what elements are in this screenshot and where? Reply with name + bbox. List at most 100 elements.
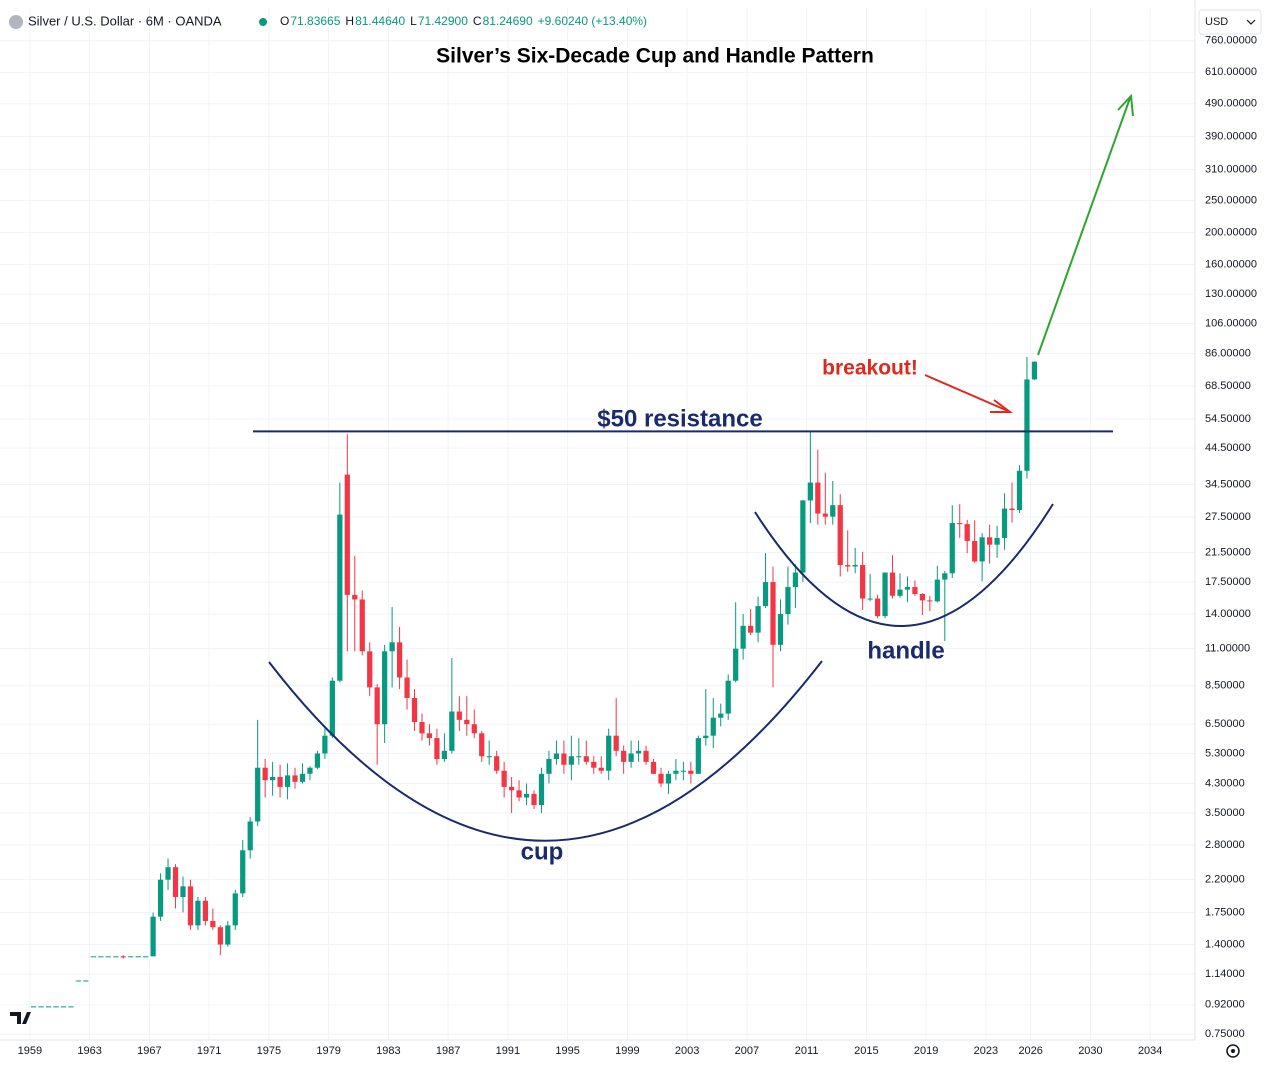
candle-body	[486, 756, 492, 758]
y-tick-label: 106.00000	[1205, 317, 1257, 329]
handle-curve	[754, 503, 1054, 627]
candle-body	[449, 711, 455, 751]
candle-body	[650, 761, 657, 774]
y-tick-label: 0.75000	[1205, 1028, 1245, 1040]
candle-body	[747, 625, 754, 633]
candle-body	[964, 524, 970, 541]
candle-body	[180, 886, 186, 897]
candle-body	[441, 750, 448, 760]
candle-body	[374, 687, 380, 725]
candle-body	[128, 956, 134, 958]
candle-body	[822, 513, 828, 517]
candle-body	[210, 920, 216, 928]
market-status	[259, 18, 267, 26]
grid	[0, 8, 1195, 1040]
logo[interactable]	[10, 1012, 31, 1024]
candle-body	[217, 927, 223, 945]
target-arrow	[1037, 97, 1131, 356]
candle-body	[382, 651, 388, 725]
candle-body	[157, 879, 164, 917]
candle-body	[897, 589, 903, 596]
candle-body	[934, 579, 940, 602]
y-tick-label: 27.50000	[1205, 511, 1251, 523]
candle-body	[725, 680, 731, 714]
x-tick-label: 2034	[1138, 1045, 1162, 1057]
candle-body	[942, 573, 948, 580]
cup-curve	[268, 660, 823, 842]
y-tick-label: 5.30000	[1205, 747, 1245, 759]
currency-button[interactable]	[1198, 9, 1262, 35]
breakout-arrow	[924, 374, 1009, 412]
x-tick-label: 2011	[795, 1045, 819, 1057]
candle-body	[75, 980, 82, 982]
y-tick-label: 34.50000	[1205, 479, 1251, 491]
cup-label: cup	[521, 838, 564, 865]
candle-body	[695, 738, 701, 774]
candle-body	[621, 750, 627, 762]
candle-body	[1001, 508, 1008, 538]
candle-body	[830, 505, 836, 517]
candle-body	[583, 756, 589, 762]
candle-body	[262, 767, 268, 781]
candle-body	[389, 642, 395, 652]
candle-body	[352, 594, 358, 600]
y-tick-label: 4.30000	[1205, 777, 1245, 789]
candle-body	[807, 482, 813, 501]
breakout-label: breakout!	[822, 357, 918, 380]
candle-body	[195, 900, 201, 926]
candle-body	[777, 614, 784, 645]
y-tick-label: 11.00000	[1205, 643, 1250, 655]
candle-body	[53, 1006, 59, 1008]
x-tick-label: 1967	[137, 1045, 161, 1057]
candle-body	[889, 572, 896, 596]
candle-body	[531, 793, 537, 806]
x-tick-label: 1959	[18, 1045, 42, 1057]
candle-body	[322, 735, 328, 754]
candle-body	[710, 717, 716, 736]
candle-body	[703, 735, 709, 739]
candle-body	[120, 956, 126, 958]
y-tick-label: 44.50000	[1205, 442, 1251, 454]
candle-body	[464, 719, 470, 725]
candle-body	[800, 500, 806, 573]
ohlc-key: C	[473, 14, 482, 28]
settings-icon[interactable]	[1226, 1044, 1240, 1058]
x-tick-label: 2023	[974, 1045, 998, 1057]
symbol[interactable]: Silver / U.S. Dollar · 6M · OANDA	[28, 13, 222, 28]
candle-body	[411, 698, 418, 723]
candle-body	[337, 514, 343, 681]
y-tick-label: 3.50000	[1205, 807, 1245, 819]
currency[interactable]: USD	[1205, 16, 1228, 28]
candle-body	[643, 750, 649, 762]
candle-body	[1016, 470, 1023, 511]
y-tick-label: 2.80000	[1205, 839, 1245, 851]
candle-body	[419, 722, 425, 734]
candle-body	[523, 793, 530, 798]
candles	[30, 356, 1038, 1008]
resistance-label: $50 resistance	[597, 405, 762, 432]
candle-body	[202, 900, 209, 921]
candle-body	[165, 867, 171, 880]
candle-body	[867, 598, 873, 600]
candle-body	[561, 753, 567, 765]
candle-body	[307, 767, 313, 774]
candle-body	[613, 735, 619, 751]
ohlc-value: 71.83665	[290, 14, 340, 28]
candle-body	[628, 753, 634, 762]
candle-body	[471, 724, 477, 734]
ohlc-key: H	[345, 14, 354, 28]
y-tick-label: 17.50000	[1205, 576, 1251, 588]
x-tick-label: 1963	[77, 1045, 101, 1057]
candle-body	[874, 598, 881, 617]
candle-body	[957, 523, 963, 525]
candle-body	[255, 767, 261, 822]
x-tick-label: 1987	[436, 1045, 460, 1057]
candle-body	[792, 572, 799, 588]
y-tick-label: 1.14000	[1205, 968, 1245, 980]
candle-body	[718, 713, 724, 718]
y-tick-label: 8.50000	[1205, 680, 1245, 692]
candle-body	[680, 770, 687, 772]
